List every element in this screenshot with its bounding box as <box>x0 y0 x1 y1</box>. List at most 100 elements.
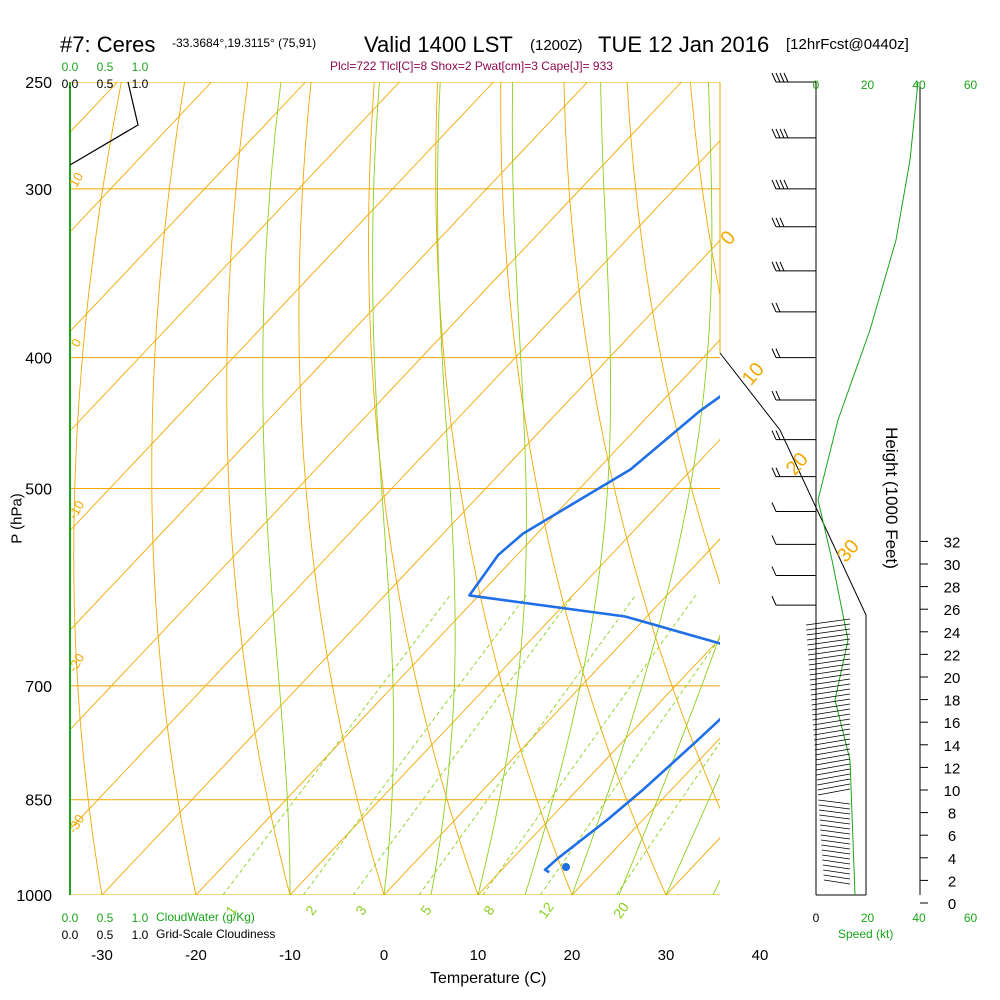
wind-barb-flag <box>771 390 777 401</box>
cloudwater-tick-bottom: 0.0 <box>62 911 79 925</box>
isotherm-line <box>477 637 720 895</box>
height-tick-label: 0 <box>948 896 956 913</box>
height-tick-label: 10 <box>944 783 961 800</box>
wind-barb-low <box>822 854 851 860</box>
dry-adiabat <box>151 82 197 895</box>
wind-barb-low <box>822 864 851 870</box>
cloudiness-tick-bottom: 1.0 <box>132 928 149 942</box>
speed-tick-label-bottom: 40 <box>912 911 926 925</box>
forecast-run: [12hrFcst@0440z] <box>786 36 909 53</box>
series-layer <box>468 394 729 874</box>
speed-tick-label-bottom: 0 <box>813 911 820 925</box>
wind-barb-low <box>808 648 851 656</box>
temperature-tick-label: -20 <box>185 947 207 964</box>
wind-barb-low <box>820 839 851 845</box>
isotherm-line <box>195 339 720 895</box>
wind-barb-flag <box>771 302 777 313</box>
wind-barb-low <box>811 693 851 701</box>
wind-barb-low <box>808 658 851 666</box>
wind-barb-low <box>811 698 851 706</box>
wind-barb-flag <box>771 348 777 358</box>
wind-barb-flag <box>779 217 785 227</box>
wind-barb-low <box>812 718 851 726</box>
speed-tick-label-top: 40 <box>912 78 926 92</box>
mixing-ratio-line <box>302 595 527 895</box>
dry-adiabat <box>298 82 385 895</box>
moist-adiabat <box>262 82 291 895</box>
height-tick-label: 28 <box>944 580 961 597</box>
wind-barb-flag <box>783 72 789 83</box>
dry-adiabat <box>73 82 122 895</box>
cloudwater-tick-top: 0.0 <box>62 60 79 74</box>
isotherm-line <box>70 82 400 432</box>
wind-barb-low <box>820 834 851 840</box>
wind-barb-low <box>818 799 851 805</box>
cloudiness-tick-top: 0.5 <box>97 77 114 91</box>
wind-barb-flag <box>783 179 789 190</box>
wind-barb-low <box>823 879 851 885</box>
pressure-tick-label: 250 <box>25 75 52 92</box>
wind-barb-flag <box>775 348 781 358</box>
wind-barb-low <box>817 783 851 791</box>
wind-barb-low <box>809 673 851 681</box>
moist-adiabat <box>571 82 713 895</box>
wind-barb-low <box>815 758 851 766</box>
cloudiness-tick-top: 0.0 <box>62 77 79 91</box>
wind-barb-flag <box>779 261 785 272</box>
wind-barb-low <box>807 638 851 646</box>
wind-barb-low <box>810 688 851 696</box>
pressure-tick-label: 400 <box>25 351 52 368</box>
temperature-tick-label: 20 <box>564 947 581 964</box>
isotherm-line <box>70 82 494 532</box>
dry-adiabat <box>500 82 667 895</box>
cloudiness-label: Grid-Scale Cloudiness <box>156 927 276 941</box>
speed-axis-label: Speed (kt) <box>838 927 894 941</box>
isotherm-line <box>70 82 212 233</box>
wind-barb-low <box>813 723 851 731</box>
moist-adiabat <box>477 82 527 895</box>
wind-barb-flag <box>771 595 777 606</box>
wind-barb-low <box>811 703 851 711</box>
wind-barb-low <box>812 713 851 721</box>
height-tick-label: 24 <box>944 625 961 642</box>
wind-barb-low <box>810 683 851 691</box>
forecast-date: TUE 12 Jan 2016 <box>598 32 770 57</box>
wind-barb-flag <box>779 72 785 83</box>
dry-adiabat <box>626 82 720 586</box>
wind-barb-low <box>806 633 851 641</box>
isotherm-label: -30 <box>65 812 87 836</box>
mixing-ratio-line <box>482 595 697 895</box>
pressure-tick-label: 700 <box>25 679 52 696</box>
height-tick-label: 26 <box>944 602 961 619</box>
wind-barb-low <box>818 804 851 810</box>
isotherm-line <box>70 82 306 333</box>
wind-barb-low <box>813 728 851 736</box>
pressure-tick-label: 850 <box>25 793 52 810</box>
speed-tick-label-top: 60 <box>964 78 978 92</box>
moist-adiabat <box>430 82 456 895</box>
moist-adiabat <box>524 82 612 895</box>
isotherm-label: 10 <box>66 170 86 190</box>
cloudwater-tick-top: 1.0 <box>132 60 149 74</box>
dry-adiabat <box>435 82 573 895</box>
moist-adiabat <box>618 634 720 895</box>
temperature-tick-label: 30 <box>658 947 675 964</box>
station-coords: -33.3684°,19.3115° (75,91) <box>172 36 317 50</box>
wind-barb-low <box>816 763 851 771</box>
height-tick-label: 32 <box>944 534 961 551</box>
pressure-tick-label: 1000 <box>16 888 52 905</box>
surface-temperature-point <box>721 863 729 871</box>
mixing-ratio-line <box>540 637 720 895</box>
isotherm-label: 20 <box>782 449 813 480</box>
isotherm-label: 30 <box>833 536 864 567</box>
dry-adiabat <box>689 82 720 298</box>
isotherm-line <box>289 438 720 895</box>
mixing-ratio-label: 3 <box>352 902 370 918</box>
height-tick-label: 18 <box>944 693 961 710</box>
wind-barb-low <box>814 743 851 751</box>
wind-barb-flag <box>775 179 781 190</box>
surface-dewpoint-point <box>562 863 570 871</box>
wind-barb-flag <box>775 302 781 313</box>
wind-barb-flag <box>771 430 777 440</box>
